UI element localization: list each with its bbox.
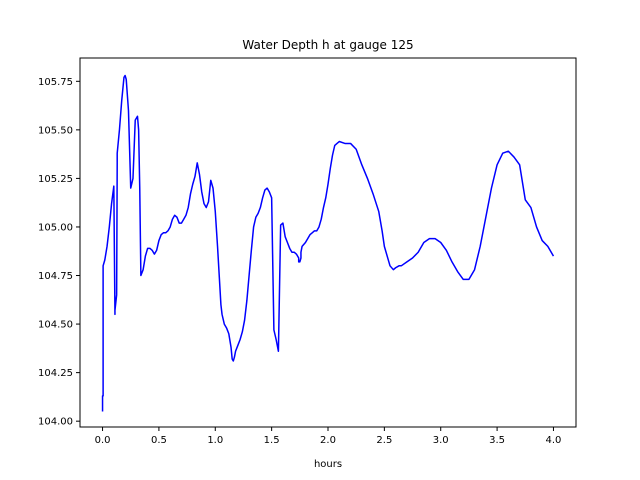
y-tick-label: 105.00 xyxy=(38,222,73,233)
y-axis: 104.00 104.25 104.50 104.75 105.00 105.25 105.… xyxy=(38,77,80,428)
x-tick-label: 0.0 xyxy=(95,435,111,446)
x-tick-label: 2.5 xyxy=(376,435,392,446)
x-axis: 0.0 0.5 1.0 1.5 2.0 2.5 3.0 3.5 4.0 xyxy=(95,427,562,446)
x-tick-label: 3.5 xyxy=(489,435,505,446)
x-tick-label: 1.5 xyxy=(264,435,280,446)
y-tick-label: 104.25 xyxy=(38,368,73,379)
y-tick-label: 104.75 xyxy=(38,271,73,282)
x-tick-label: 1.0 xyxy=(207,435,223,446)
x-tick-label: 0.5 xyxy=(151,435,167,446)
y-tick-label: 105.25 xyxy=(38,174,73,185)
x-tick-label: 2.0 xyxy=(320,435,336,446)
y-tick-label: 105.75 xyxy=(38,77,73,88)
chart-title: Water Depth h at gauge 125 xyxy=(242,38,413,52)
x-axis-label: hours xyxy=(314,459,342,470)
series-line-0 xyxy=(101,74,555,412)
y-tick-label: 104.00 xyxy=(38,417,73,428)
series-layer xyxy=(101,74,555,412)
y-tick-label: 105.50 xyxy=(38,125,73,136)
x-tick-label: 3.0 xyxy=(433,435,449,446)
y-tick-label: 104.50 xyxy=(38,320,73,331)
x-tick-label: 4.0 xyxy=(546,435,562,446)
